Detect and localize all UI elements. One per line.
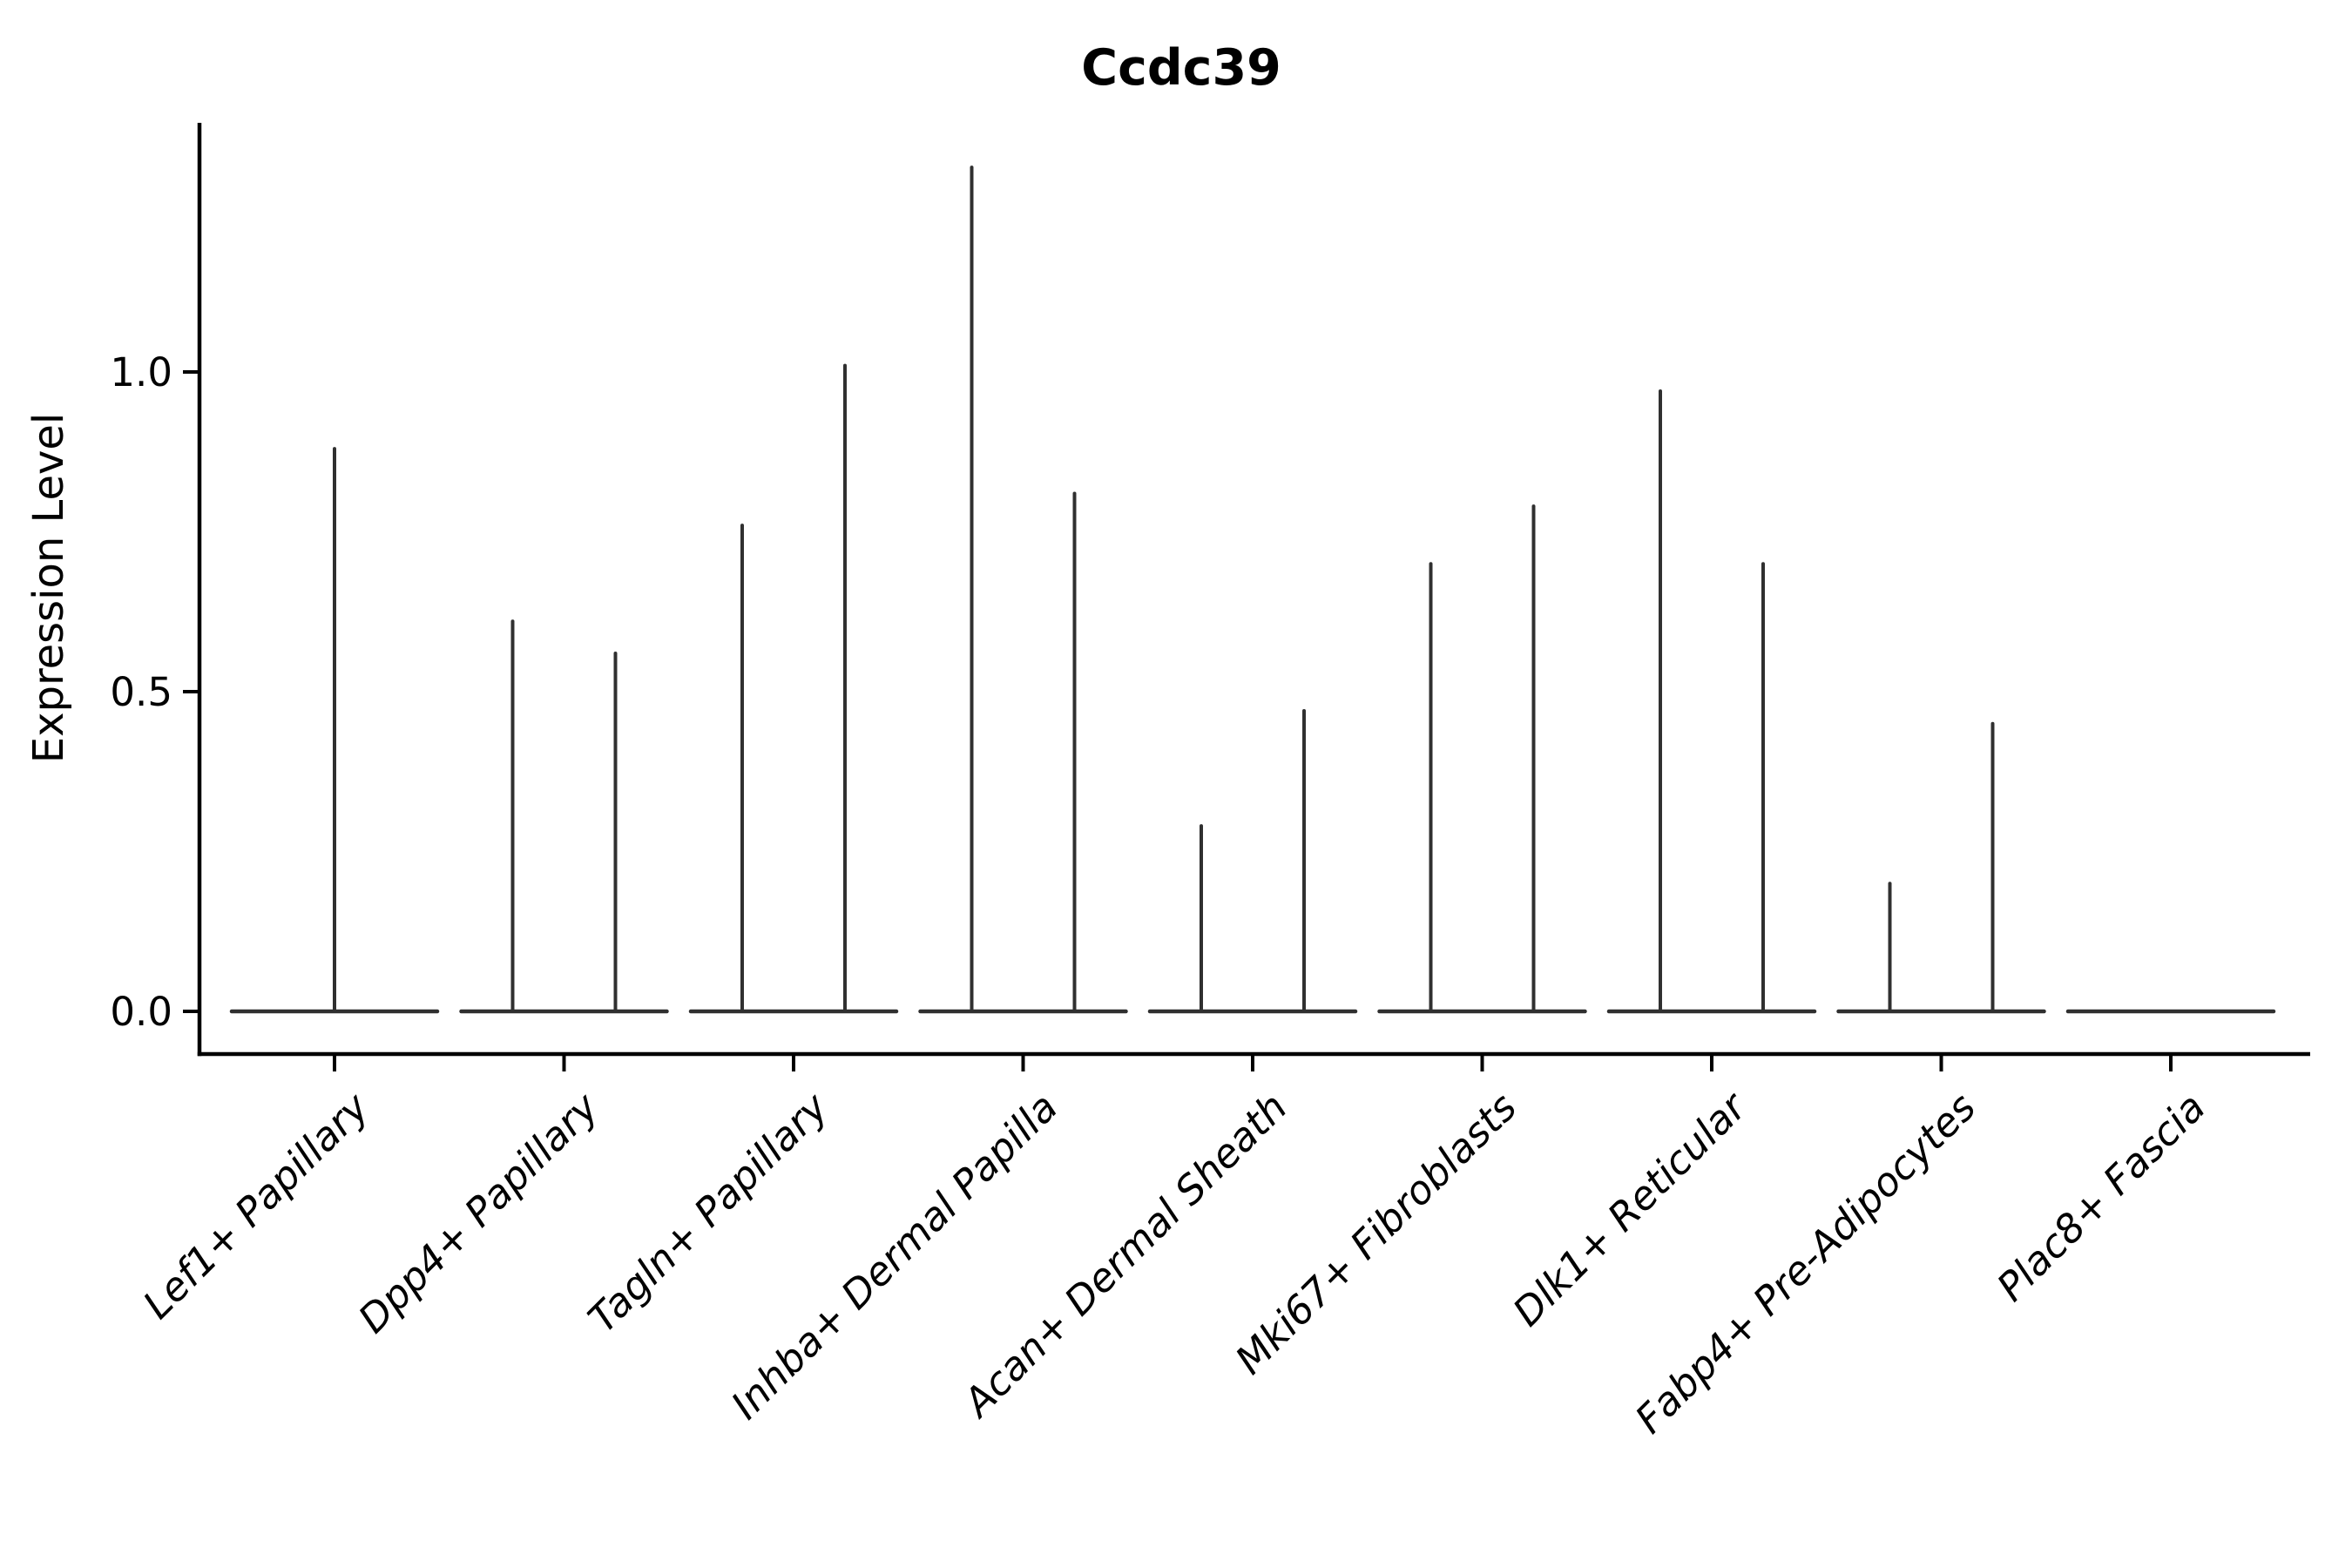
x-tick-label: Dlk1+ Reticular	[1504, 1083, 1756, 1335]
x-tick-label: Plac8+ Fascia	[1988, 1084, 2214, 1310]
y-axis-label: Expression Level	[24, 413, 73, 764]
y-tick-label: 0.5	[110, 669, 172, 715]
violins-group	[229, 166, 2276, 1014]
x-tick-label: Tagln+ Papillary	[579, 1083, 838, 1342]
chart-title: Ccdc39	[1081, 39, 1281, 97]
y-tick-label: 1.0	[110, 349, 172, 395]
x-tick-label: Lef1+ Papillary	[134, 1083, 379, 1328]
x-tick-label: Dpp4+ Papillary	[349, 1083, 608, 1342]
y-tick-label: 0.0	[110, 989, 172, 1035]
